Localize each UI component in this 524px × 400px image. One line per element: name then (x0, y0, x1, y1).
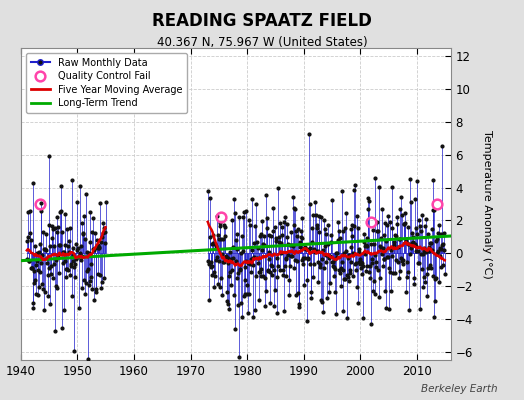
Text: READING SPAATZ FIELD: READING SPAATZ FIELD (152, 12, 372, 30)
Text: Berkeley Earth: Berkeley Earth (421, 384, 498, 394)
Text: 40.367 N, 75.967 W (United States): 40.367 N, 75.967 W (United States) (157, 36, 367, 49)
Y-axis label: Temperature Anomaly (°C): Temperature Anomaly (°C) (482, 130, 493, 278)
Legend: Raw Monthly Data, Quality Control Fail, Five Year Moving Average, Long-Term Tren: Raw Monthly Data, Quality Control Fail, … (26, 53, 187, 113)
